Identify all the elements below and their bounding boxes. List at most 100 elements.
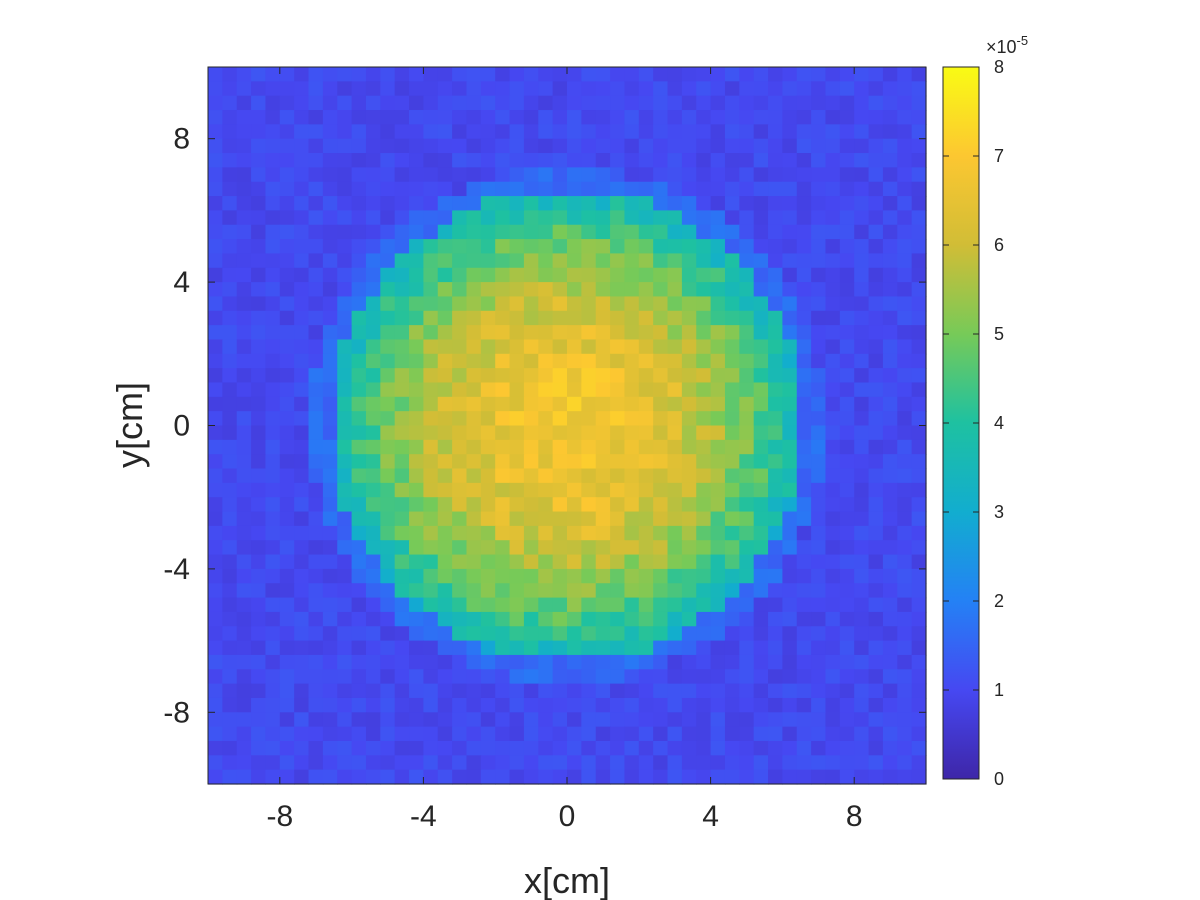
heatmap-cell [882, 525, 898, 541]
heatmap-cell [365, 411, 381, 427]
heatmap-cell [495, 196, 511, 211]
heatmap-cell [782, 769, 798, 785]
heatmap-cell [753, 325, 769, 341]
heatmap-cell [452, 396, 468, 412]
heatmap-cell [710, 167, 726, 183]
heatmap-cell [279, 611, 295, 627]
heatmap-cell [208, 110, 223, 125]
heatmap-cell [811, 138, 827, 154]
heatmap-cell [868, 697, 884, 713]
heatmap-cell [365, 611, 381, 627]
heatmap-cell [839, 540, 855, 556]
heatmap-cell [581, 224, 597, 240]
heatmap-cell [581, 755, 597, 771]
heatmap-cell [480, 626, 496, 642]
heatmap-cell [523, 196, 539, 211]
heatmap-cell [724, 740, 740, 756]
heatmap-cell [208, 683, 223, 699]
heatmap-cell [208, 525, 223, 541]
heatmap-cell [208, 138, 223, 154]
heatmap-cell [624, 267, 640, 283]
heatmap-cell [724, 167, 740, 183]
heatmap-cell [753, 210, 769, 226]
heatmap-cell [538, 368, 554, 384]
heatmap-cell [667, 654, 683, 670]
heatmap-cell [610, 124, 626, 140]
heatmap-cell [782, 210, 798, 226]
heatmap-cell [236, 755, 252, 771]
heatmap-cell [552, 253, 568, 269]
heatmap-cell [624, 554, 640, 570]
heatmap-cell [409, 382, 424, 398]
heatmap-cell [294, 597, 310, 613]
heatmap-cell [710, 439, 726, 455]
heatmap-cell [868, 425, 884, 441]
heatmap-cell [437, 654, 453, 670]
heatmap-cell [854, 497, 870, 513]
heatmap-cell [595, 267, 611, 283]
heatmap-cell [581, 769, 597, 785]
heatmap-cell [222, 153, 238, 168]
heatmap-cell [365, 239, 381, 255]
heatmap-cell [882, 353, 898, 369]
heatmap-cell [466, 368, 482, 384]
heatmap-cell [236, 368, 252, 384]
heatmap-cell [222, 310, 238, 326]
heatmap-cell [825, 411, 841, 427]
heatmap-cell [796, 697, 812, 713]
heatmap-cell [681, 138, 697, 154]
heatmap-cell [452, 282, 468, 298]
heatmap-cell [638, 167, 654, 183]
heatmap-cell [811, 769, 827, 785]
heatmap-cell [839, 267, 855, 283]
heatmap-cell [610, 181, 626, 197]
heatmap-cell [236, 525, 252, 541]
heatmap-cell [222, 554, 238, 570]
heatmap-cell [868, 296, 884, 312]
heatmap-cell [624, 511, 640, 527]
heatmap-cell [739, 95, 755, 111]
heatmap-cell [337, 296, 353, 312]
heatmap-cell [825, 554, 841, 570]
heatmap-cell [466, 138, 482, 154]
heatmap-cell [753, 353, 769, 369]
heatmap-cell [811, 124, 827, 140]
heatmap-cell [294, 454, 310, 470]
heatmap-cell [222, 769, 238, 785]
heatmap-cell [222, 110, 238, 125]
heatmap-cell [868, 468, 884, 484]
heatmap-cell [581, 554, 597, 570]
heatmap-cell [552, 540, 568, 556]
heatmap-cell [509, 310, 525, 326]
heatmap-cell [638, 740, 654, 756]
heatmap-cell [437, 525, 453, 541]
heatmap-cell [638, 253, 654, 269]
heatmap-cell [610, 439, 626, 455]
heatmap-cell [911, 210, 927, 226]
heatmap-cell [911, 339, 927, 355]
heatmap-cell [882, 267, 898, 283]
heatmap-cell [365, 382, 381, 398]
heatmap-cell [437, 769, 453, 785]
heatmap-cell [753, 239, 769, 255]
heatmap-cell [638, 339, 654, 355]
heatmap-cell [882, 339, 898, 355]
heatmap-cell [854, 540, 870, 556]
heatmap-cell [480, 282, 496, 298]
heatmap-cell [724, 683, 740, 699]
heatmap-cell [839, 138, 855, 154]
heatmap-cell [811, 654, 827, 670]
heatmap-cell [638, 697, 654, 713]
heatmap-cell [380, 138, 396, 154]
heatmap-cell [581, 697, 597, 713]
heatmap-cell [825, 540, 841, 556]
heatmap-cell [839, 396, 855, 412]
heatmap-cell [222, 124, 238, 140]
heatmap-cell [581, 396, 597, 412]
heatmap-cell [653, 368, 669, 384]
heatmap-cell [294, 210, 310, 226]
heatmap-cell [452, 196, 468, 211]
heatmap-cell [251, 411, 267, 427]
heatmap-cell [265, 482, 281, 498]
heatmap-cell [911, 196, 927, 211]
